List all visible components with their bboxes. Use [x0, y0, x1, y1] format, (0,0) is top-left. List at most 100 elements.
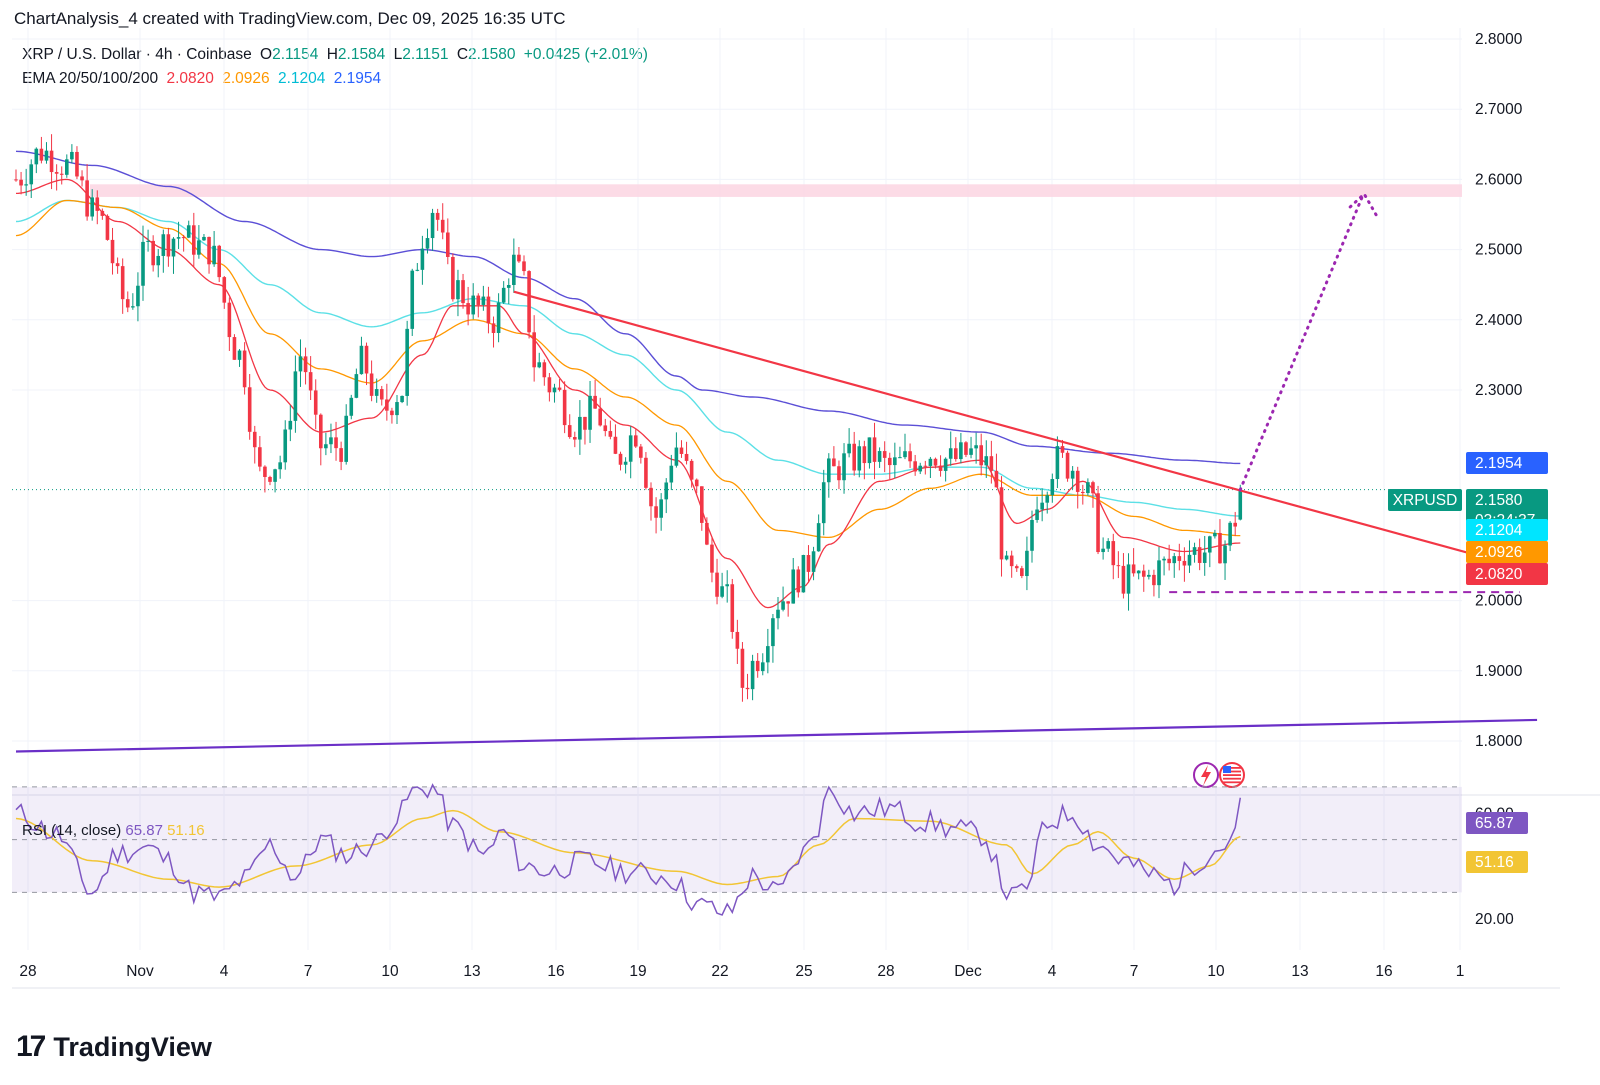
- candle-body: [644, 457, 648, 488]
- candle-body: [237, 350, 242, 360]
- candle: [989, 440, 994, 484]
- candle: [131, 293, 135, 310]
- axis-price-tag-text: 2.1580: [1475, 492, 1523, 509]
- candle: [176, 221, 181, 249]
- axis-price-tag: [1466, 563, 1548, 585]
- candle: [750, 654, 755, 701]
- candle-body: [1101, 548, 1105, 553]
- candle-body: [964, 442, 968, 455]
- candle-body: [1065, 452, 1070, 479]
- candle: [207, 236, 211, 274]
- candle-body: [674, 447, 679, 466]
- time-axis-tick-label: 1: [1456, 963, 1465, 980]
- candle-body: [293, 371, 298, 421]
- candle-body: [694, 479, 699, 487]
- candle-body: [425, 238, 430, 249]
- candle: [1126, 553, 1131, 611]
- candle: [192, 212, 196, 267]
- rsi-axis-tag: [1466, 812, 1528, 834]
- candle: [664, 478, 669, 514]
- candle: [344, 404, 348, 465]
- open-label: O: [260, 46, 273, 63]
- rsi-axis-tag-text: 51.16: [1475, 854, 1514, 871]
- price-axis-tick-label: 2.5000: [1475, 242, 1523, 259]
- candle: [14, 169, 18, 182]
- candle: [522, 255, 526, 276]
- candle-body: [379, 389, 384, 400]
- chart-attribution: ChartAnalysis_4 created with TradingView…: [14, 9, 566, 28]
- candle-body: [872, 437, 877, 462]
- candle: [867, 437, 872, 469]
- candle-body: [1086, 482, 1090, 494]
- candle-body: [1126, 564, 1131, 594]
- candle: [821, 469, 826, 536]
- candle-body: [242, 350, 247, 388]
- candle-body: [969, 448, 973, 455]
- time-axis-tick-label: 22: [711, 963, 728, 980]
- candle: [268, 475, 272, 486]
- time-axis-tick-label: 16: [547, 963, 564, 980]
- candle-body: [745, 687, 750, 690]
- candle-body: [263, 466, 267, 477]
- candle-body: [679, 447, 684, 454]
- candle-body: [446, 232, 450, 257]
- tradingview-logo[interactable]: 17 TradingView: [16, 1030, 212, 1064]
- candle: [232, 334, 237, 360]
- candle-body: [898, 457, 902, 459]
- candle-body: [974, 445, 978, 449]
- axis-price-tag-text: 2.0820: [1475, 566, 1523, 583]
- candle: [456, 269, 460, 317]
- candle: [24, 168, 28, 196]
- candle-body: [700, 486, 704, 523]
- candle: [1121, 553, 1126, 599]
- candle-body: [781, 601, 785, 610]
- candle: [451, 253, 455, 302]
- candle-body: [192, 225, 196, 255]
- candle-body: [893, 457, 897, 466]
- axis-price-tag-bg: [1466, 563, 1548, 585]
- candle-body: [527, 271, 531, 333]
- candle-body: [385, 399, 389, 411]
- candle: [349, 394, 354, 420]
- candle: [562, 381, 567, 434]
- candle-body: [49, 150, 54, 173]
- candle: [1075, 466, 1080, 509]
- candle: [481, 285, 486, 311]
- candle-body: [999, 487, 1004, 560]
- candle: [1081, 484, 1085, 505]
- candle-body: [166, 234, 171, 257]
- time-axis-tick-label: Nov: [126, 963, 154, 980]
- candle-body: [1208, 536, 1212, 553]
- candle-body: [212, 245, 216, 265]
- candle: [882, 441, 887, 473]
- candle-body: [628, 435, 633, 462]
- candle-body: [1075, 470, 1080, 492]
- candle-body: [583, 416, 587, 430]
- candle-body: [1197, 547, 1202, 563]
- price-axis-tick-label: 2.8000: [1475, 31, 1523, 48]
- candle: [303, 347, 308, 385]
- candle-body: [664, 482, 669, 500]
- lightning-icon-bolt: [1201, 765, 1211, 786]
- candle-body: [268, 476, 272, 482]
- candle-body: [354, 374, 359, 398]
- candle: [786, 601, 790, 617]
- candle: [710, 536, 714, 583]
- axis-price-tag: [1466, 452, 1548, 474]
- candle-body: [19, 179, 23, 186]
- candle: [186, 220, 191, 239]
- candle: [496, 293, 501, 343]
- flag-canton: [1223, 766, 1231, 773]
- candle-body: [161, 234, 166, 256]
- candle: [415, 262, 420, 272]
- candle-body: [110, 239, 115, 264]
- candle-body: [867, 437, 872, 464]
- flag-stripe: [1223, 781, 1241, 784]
- candle-body: [1081, 491, 1085, 494]
- candle: [1152, 569, 1156, 597]
- candle: [242, 342, 247, 395]
- lightning-icon: [1193, 762, 1219, 788]
- rsi-axis-tick-label: 20.00: [1475, 911, 1514, 928]
- candle: [694, 478, 699, 494]
